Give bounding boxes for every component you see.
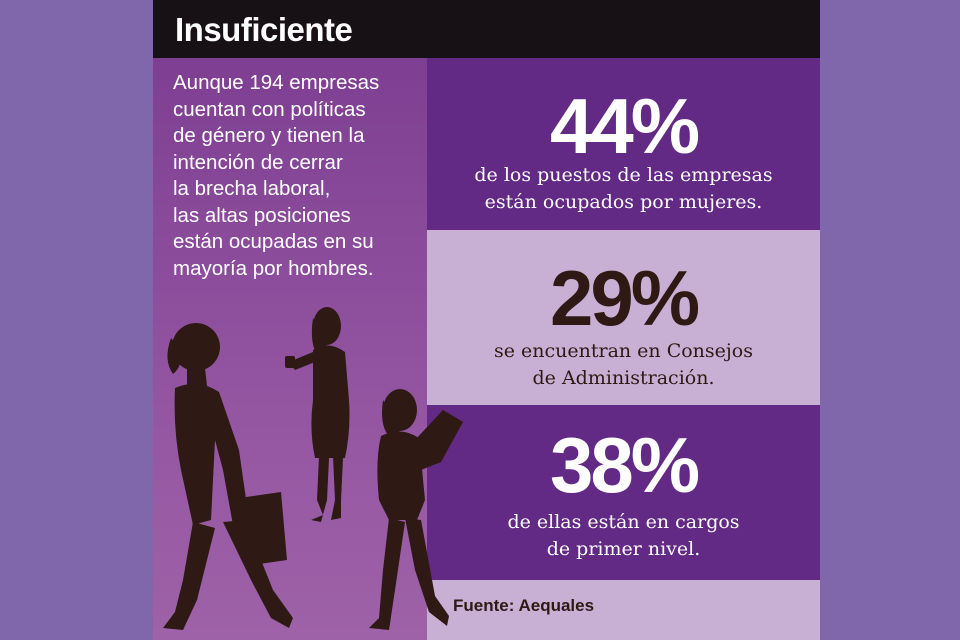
stat-value: 29% xyxy=(549,254,700,342)
stat-description-line: de ellas están en cargos xyxy=(507,511,740,533)
intro-line: están ocupadas en su xyxy=(173,230,374,253)
header-title: Insuficiente xyxy=(175,11,353,48)
stat-description-line: de los puestos de las empresas xyxy=(474,164,773,186)
walking-woman-folder-silhouette xyxy=(369,389,463,630)
stat-description: de ellas están en cargos de primer nivel… xyxy=(427,509,820,563)
intro-line: Aunque 194 empresas xyxy=(173,71,380,94)
header-bar: Insuficiente xyxy=(153,0,820,58)
stat-value: 44% xyxy=(549,82,700,170)
standing-woman-cup-silhouette xyxy=(285,307,350,522)
walking-woman-briefcase-silhouette xyxy=(163,323,293,630)
source-band: Fuente: Aequales xyxy=(427,580,820,640)
intro-line: intención de cerrar xyxy=(173,150,343,174)
stat-description-line: de primer nivel. xyxy=(546,538,701,560)
intro-line: de género y tienen la xyxy=(173,124,365,147)
stat-description: de los puestos de las empresas están ocu… xyxy=(427,162,820,216)
stat-description-line: se encuentran en Consejos xyxy=(493,340,753,362)
infographic-card: Insuficiente Aunque 194 empresas cuentan… xyxy=(153,0,820,640)
intro-paragraph: Aunque 194 empresas cuentan con política… xyxy=(173,70,423,282)
stat-description-line: están ocupados por mujeres. xyxy=(484,191,763,213)
women-silhouettes-illustration xyxy=(163,307,463,630)
intro-line: la brecha laboral, xyxy=(173,177,331,200)
intro-line: cuentan con políticas xyxy=(173,97,366,121)
stat-block-positions: 44% de los puestos de las empresas están… xyxy=(427,58,820,230)
stat-block-top-level: 38% de ellas están en cargos de primer n… xyxy=(427,405,820,580)
stat-value: 38% xyxy=(549,421,700,509)
stat-description-line: de Administración. xyxy=(532,367,715,389)
stat-description: se encuentran en Consejos de Administrac… xyxy=(427,338,820,392)
intro-line: las altas posiciones xyxy=(173,203,351,227)
source-credit: Fuente: Aequales xyxy=(453,596,595,615)
intro-line: mayoría por hombres. xyxy=(173,256,374,280)
stat-block-boards: 29% se encuentran en Consejos de Adminis… xyxy=(427,230,820,405)
